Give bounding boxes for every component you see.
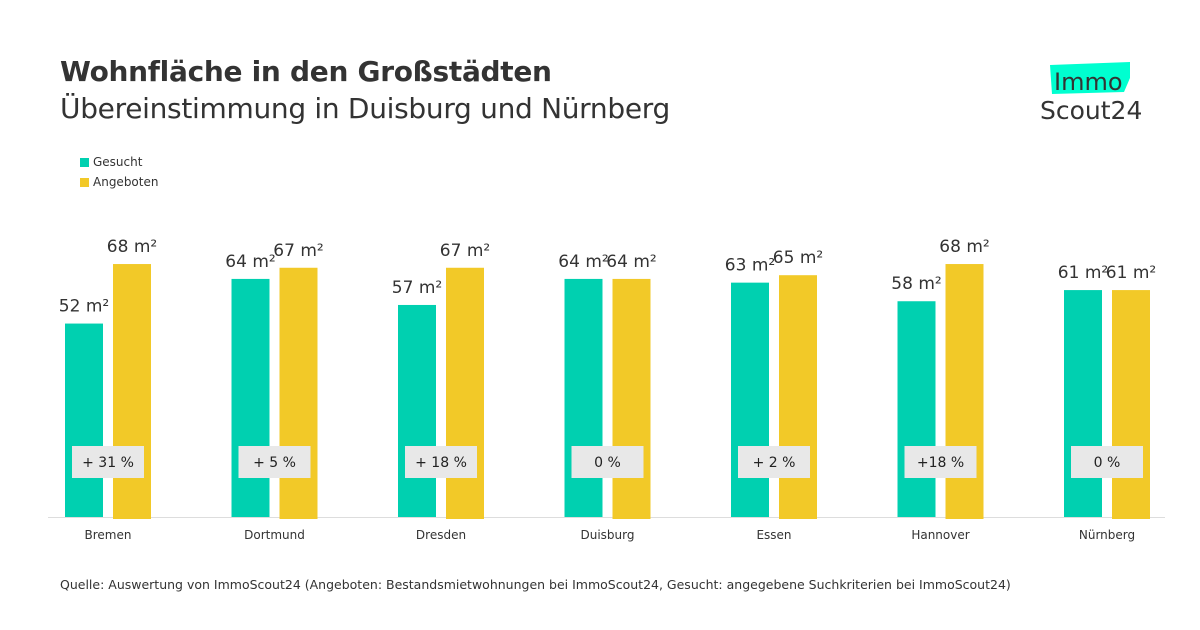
data-label: 61 m² [1106,263,1156,283]
difference-badge [904,446,977,478]
difference-label: +18 % [917,455,964,471]
difference-badge [405,446,477,478]
immoscout24-logo: Immo Scout24 [1040,62,1142,125]
bar-gesucht [231,278,270,517]
bar-gesucht [398,304,436,517]
bar-gesucht [731,282,769,517]
legend-swatch [80,177,89,187]
difference-label: + 5 % [253,455,296,471]
svg-text:Scout24: Scout24 [1040,96,1142,125]
data-label: 64 m² [225,252,275,272]
legend-item-angeboten: Angeboten [80,172,158,192]
chart-subtitle: Übereinstimmung in Duisburg und Nürnberg [60,92,670,125]
x-tick-label: Bremen [85,528,132,542]
x-tick-label: Essen [756,528,791,542]
legend: Gesucht Angeboten [80,152,158,192]
data-label: 67 m² [440,241,490,261]
x-tick-label: Duisburg [581,528,635,542]
legend-swatch [80,157,89,167]
data-label: 58 m² [891,274,941,294]
legend-label: Angeboten [93,175,159,189]
bar-gesucht [564,278,603,517]
bar-angeboten [945,264,984,519]
bar-angeboten [279,267,318,519]
difference-label: + 18 % [415,455,467,471]
data-label: 67 m² [273,241,323,261]
bar-angeboten [113,264,151,519]
chart-title: Wohnfläche in den Großstädten [60,55,552,88]
legend-item-gesucht: Gesucht [80,152,158,172]
difference-label: 0 % [1094,455,1121,471]
data-label: 65 m² [773,248,823,268]
difference-badge [1071,446,1143,478]
x-tick-label: Dortmund [244,528,305,542]
difference-badge [238,446,311,478]
x-tick-label: Nürnberg [1079,528,1135,542]
difference-badge [571,446,644,478]
data-label: 68 m² [107,237,157,257]
svg-text:Immo: Immo [1054,68,1123,96]
difference-label: + 31 % [82,455,134,471]
data-label: 52 m² [59,297,109,317]
difference-badge [72,446,144,478]
data-label: 64 m² [606,252,656,272]
legend-label: Gesucht [93,155,143,169]
bar-angeboten [1112,290,1150,519]
bar-angeboten [446,267,484,519]
data-label: 68 m² [939,237,989,257]
x-tick-label: Hannover [911,528,969,542]
difference-badge [738,446,810,478]
x-tick-label: Dresden [416,528,466,542]
data-label: 61 m² [1058,263,1108,283]
source-note: Quelle: Auswertung von ImmoScout24 (Ange… [60,577,1011,592]
bar-angeboten [612,278,651,519]
difference-label: 0 % [594,455,621,471]
data-label: 57 m² [392,278,442,298]
difference-label: + 2 % [753,455,796,471]
bar-gesucht [65,323,103,517]
bar-angeboten [779,275,817,519]
data-label: 64 m² [558,252,608,272]
bar-gesucht [897,301,936,517]
bar-gesucht [1064,290,1102,517]
data-label: 63 m² [725,256,775,276]
